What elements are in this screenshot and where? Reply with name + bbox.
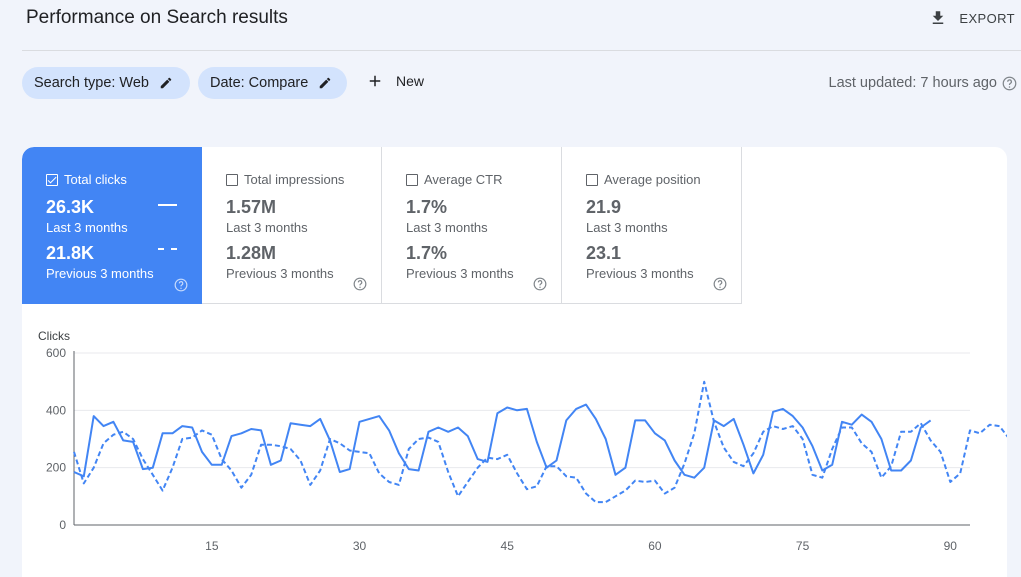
new-filter-label: New [396, 73, 425, 89]
metric-current-value: 1.7% [406, 197, 448, 217]
metric-average-position[interactable]: Average position 21.9 Last 3 months 23.1… [562, 147, 742, 304]
metric-previous-label: Previous 3 months [586, 266, 694, 281]
checkbox-checked[interactable] [46, 173, 58, 186]
help-icon[interactable] [1002, 76, 1017, 91]
search-type-filter-chip[interactable]: Search type: Web [22, 67, 190, 99]
y-tick-label: 400 [46, 403, 66, 417]
metric-current-label: Last 3 months [406, 220, 488, 235]
help-icon[interactable] [174, 278, 188, 292]
metric-total-clicks[interactable]: Total clicks 26.3K Last 3 months 21.8K P… [22, 147, 202, 304]
export-button[interactable]: EXPORT [929, 9, 1015, 27]
edit-icon [320, 77, 331, 89]
x-tick-label: 30 [353, 539, 367, 553]
performance-card: Total clicks 26.3K Last 3 months 21.8K P… [22, 147, 1007, 577]
page-title: Performance on Search results [26, 7, 288, 28]
legend-solid-line [158, 204, 177, 206]
metric-current-label: Last 3 months [226, 220, 308, 235]
y-tick-label: 0 [59, 518, 66, 532]
new-filter-button[interactable]: New [366, 72, 424, 90]
clicks-line-chart: Clicks 0 200 400 600 15 30 45 60 75 90 [38, 329, 1007, 553]
metric-current-value: 21.9 [586, 197, 622, 217]
metric-label: Total clicks [64, 172, 127, 187]
metric-current-value: 1.57M [226, 197, 277, 217]
metric-current-label: Last 3 months [46, 220, 128, 235]
help-icon[interactable] [533, 277, 547, 291]
y-tick-label: 600 [46, 346, 66, 360]
help-icon[interactable] [713, 277, 727, 291]
metric-previous-value: 23.1 [586, 243, 622, 263]
metric-previous-label: Previous 3 months [226, 266, 334, 281]
y-tick-label: 200 [46, 461, 66, 475]
y-axis-label: Clicks [38, 329, 70, 343]
metric-previous-value: 1.7% [406, 243, 448, 263]
help-icon[interactable] [353, 277, 367, 291]
export-label: EXPORT [959, 10, 1015, 26]
metric-average-ctr[interactable]: Average CTR 1.7% Last 3 months 1.7% Prev… [382, 147, 562, 304]
checkbox[interactable] [586, 173, 598, 186]
date-filter-label: Date: Compare [210, 75, 309, 91]
last-updated-text: Last updated: 7 hours ago [828, 75, 998, 91]
x-tick-label: 45 [501, 539, 515, 553]
edit-icon [160, 77, 172, 89]
metric-previous-label: Previous 3 months [406, 266, 514, 281]
metric-previous-value: 1.28M [226, 243, 277, 263]
current-period-series-line [73, 403, 932, 479]
date-filter-chip[interactable]: Date: Compare [198, 67, 347, 99]
metric-previous-label: Previous 3 months [46, 266, 154, 281]
plus-icon [369, 75, 381, 87]
check-icon [47, 176, 57, 183]
metric-total-impressions[interactable]: Total impressions 1.57M Last 3 months 1.… [202, 147, 382, 304]
x-tick-label: 75 [796, 539, 810, 553]
x-tick-label: 15 [205, 539, 219, 553]
header-divider [22, 50, 1021, 51]
last-updated-status: Last updated: 7 hours ago [829, 75, 1018, 91]
metric-current-label: Last 3 months [586, 220, 668, 235]
metric-label: Total impressions [244, 172, 345, 187]
download-icon [933, 11, 944, 24]
metric-previous-value: 21.8K [46, 243, 95, 263]
previous-period-series-line [73, 380, 1007, 504]
search-type-filter-label: Search type: Web [34, 75, 149, 91]
metric-label: Average CTR [424, 172, 503, 187]
metric-label: Average position [604, 172, 701, 187]
x-tick-label: 60 [648, 539, 662, 553]
checkbox[interactable] [226, 173, 238, 186]
legend-dashed-line [158, 248, 177, 250]
x-tick-label: 90 [944, 539, 958, 553]
checkbox[interactable] [406, 173, 418, 186]
metric-current-value: 26.3K [46, 197, 95, 217]
